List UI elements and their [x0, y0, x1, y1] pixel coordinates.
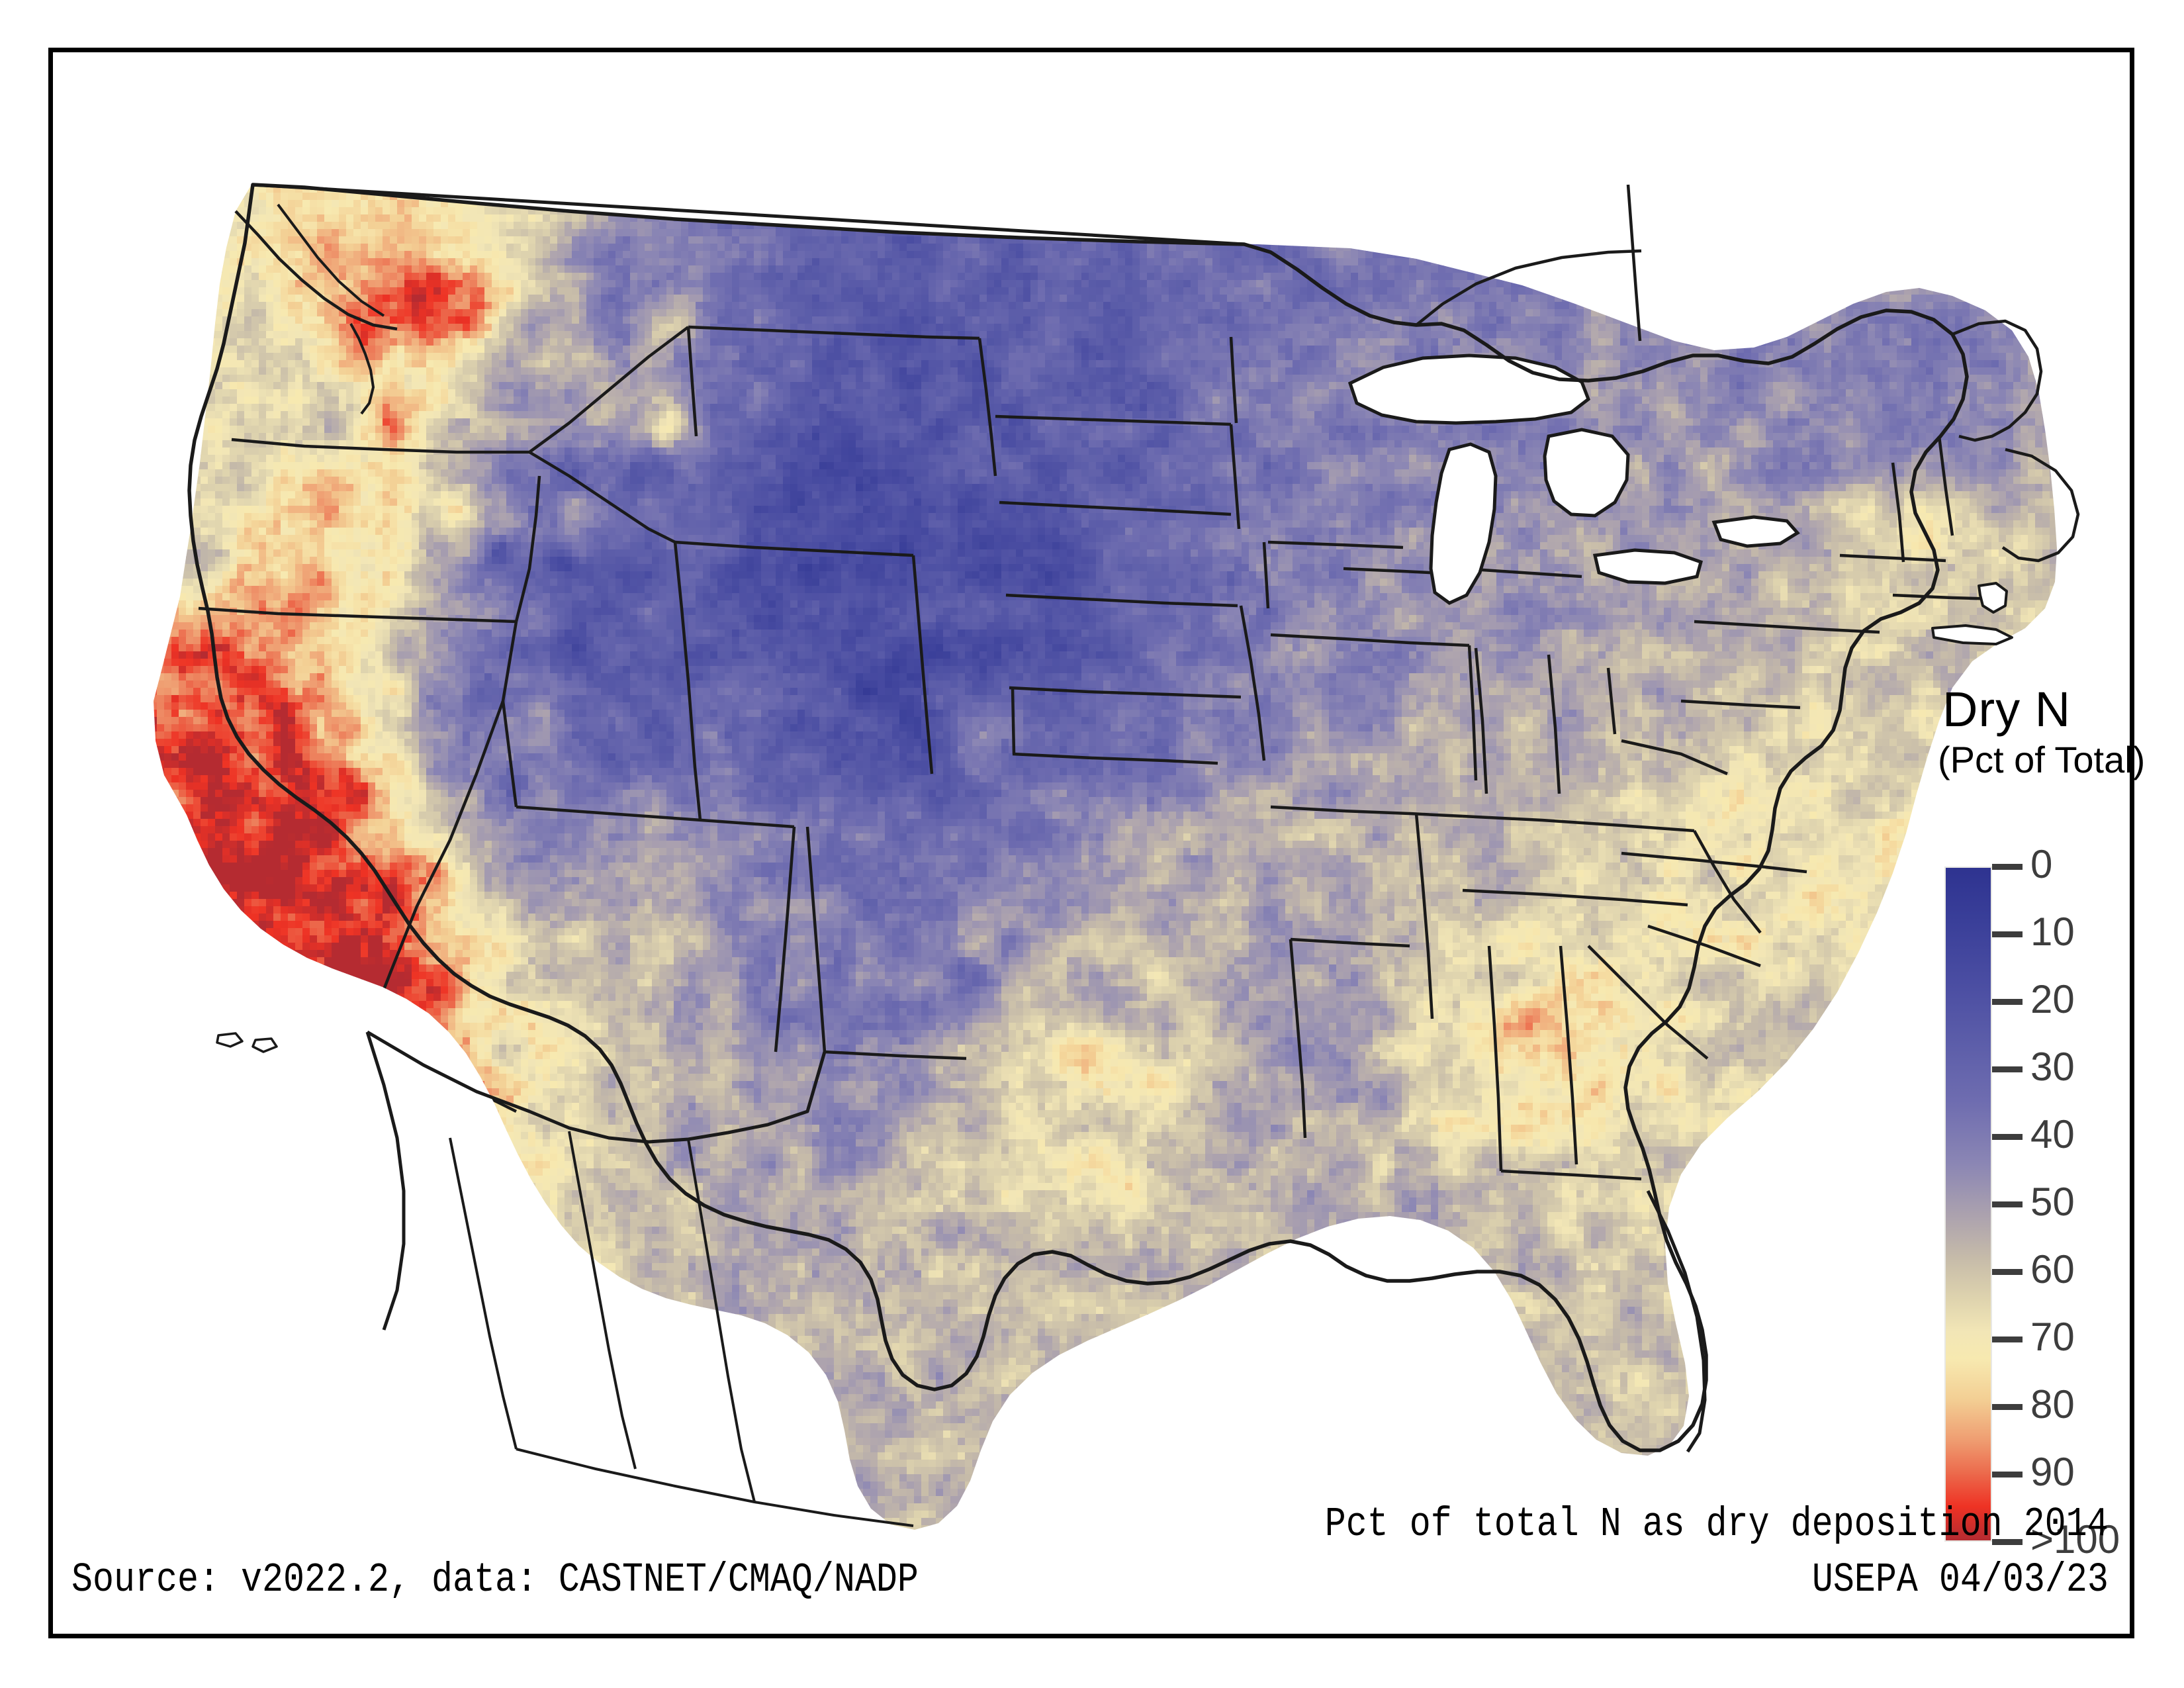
- choropleth-raster-map: [154, 183, 2080, 1530]
- colorbar-tick: [1992, 1404, 2023, 1410]
- colorbar-tick: [1992, 1134, 2023, 1140]
- colorbar-tick: [1992, 1472, 2023, 1477]
- colorbar-tick-label: 10: [2030, 909, 2075, 955]
- nodata-mask-layer: [1347, 353, 1800, 605]
- map-plot-area: [106, 105, 2118, 1562]
- state-boundaries-layer: [198, 325, 1999, 1181]
- colorbar-tick: [1992, 1336, 2023, 1342]
- colorbar-tick-label: 30: [2030, 1044, 2075, 1090]
- colorbar-tick-label: 80: [2030, 1382, 2075, 1427]
- colorbar-tick: [1992, 931, 2023, 937]
- colorbar-tick: [1992, 1539, 2023, 1545]
- state-border-paths: [198, 325, 1999, 1181]
- colorbar-tick-label: 50: [2030, 1179, 2075, 1225]
- coastline-layer: [187, 183, 2080, 1527]
- source-note: Source: v2022.2, data: CASTNET/CMAQ/NADP: [71, 1556, 919, 1603]
- colorbar-tick-label: 90: [2030, 1449, 2075, 1495]
- map-caption: Pct of total N as dry deposition 2014: [1325, 1501, 2109, 1548]
- colorbar-tick: [1992, 1269, 2023, 1275]
- colorbar-tick: [1992, 999, 2023, 1005]
- raster-cells: [154, 185, 2057, 1530]
- raster-data-layer: [154, 185, 2057, 1530]
- colorbar-tick-label: 70: [2030, 1314, 2075, 1360]
- legend-panel: Dry N (Pct of Total) 0 10 20 30 40 50 60 70 80 90…: [1889, 681, 2184, 1575]
- colorbar-tick-label: >100: [2030, 1517, 2120, 1562]
- colorbar-tick-label: 60: [2030, 1246, 2075, 1292]
- colorbar-tick: [1992, 1201, 2023, 1207]
- colorbar-tick-label: 20: [2030, 976, 2075, 1022]
- colorbar-tick-label: 40: [2030, 1111, 2075, 1157]
- agency-date-note: USEPA 04/03/23: [1812, 1556, 2109, 1603]
- legend-title: Dry N: [1942, 681, 2071, 737]
- figure-frame: Dry N (Pct of Total) 0 10 20 30 40 50 60 70 80 90…: [48, 48, 2145, 1638]
- colorbar-tick: [1992, 864, 2023, 870]
- colorbar-group: 0 10 20 30 40 50 60 70 80 90 >100: [1944, 842, 2120, 1562]
- colorbar-tick: [1992, 1066, 2023, 1072]
- legend-subtitle: (Pct of Total): [1938, 738, 2145, 781]
- colorbar-gradient: [1944, 867, 1992, 1542]
- colorbar-tick-label: 0: [2030, 841, 2052, 887]
